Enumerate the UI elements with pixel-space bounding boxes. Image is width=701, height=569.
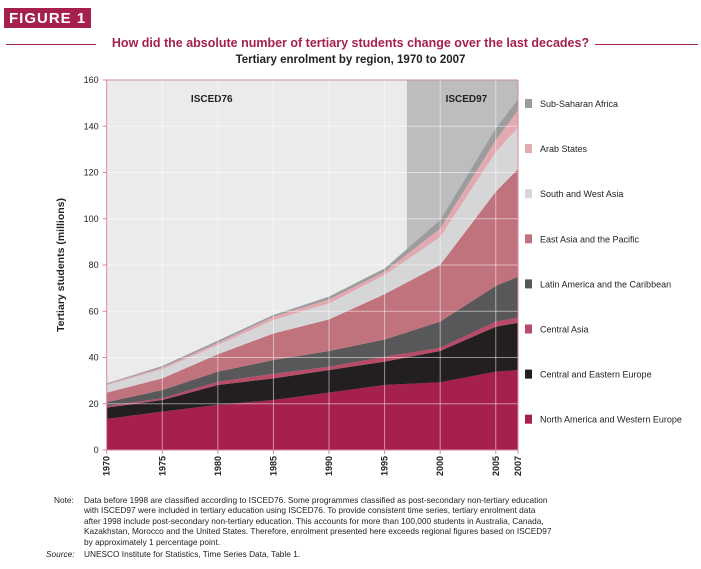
title-rule-left <box>6 44 96 45</box>
legend-label: Central Asia <box>540 325 589 335</box>
chart-title: Tertiary enrolment by region, 1970 to 20… <box>235 54 466 66</box>
y-tick-label: 100 <box>84 214 99 224</box>
y-tick-label: 40 <box>89 353 99 363</box>
legend-label: Latin America and the Caribbean <box>540 279 671 289</box>
legend-label: Central and Eastern Europe <box>540 370 652 380</box>
note-label: Note: <box>54 495 74 505</box>
question-title: How did the absolute number of tertiary … <box>0 36 701 50</box>
y-tick-label: 0 <box>94 445 99 455</box>
legend-label: North America and Western Europe <box>540 415 682 425</box>
legend-label: Arab States <box>540 144 588 154</box>
legend-label: Sub-Saharan Africa <box>540 99 618 109</box>
area-south-and-west-asia <box>106 127 518 393</box>
source: Source: UNESCO Institute for Statistics,… <box>46 549 301 559</box>
period-label: ISCED97 <box>446 94 488 105</box>
y-axis-label: Tertiary students (millions) <box>55 198 67 332</box>
legend-label: East Asia and the Pacific <box>540 234 640 244</box>
figure-label: FIGURE 1 <box>4 8 92 28</box>
legend-swatch <box>525 414 532 424</box>
x-tick-label: 1985 <box>268 456 278 476</box>
y-tick-label: 80 <box>89 260 99 270</box>
title-rule-right <box>546 44 698 45</box>
x-tick-label: 2000 <box>435 456 445 476</box>
legend-swatch <box>525 144 532 154</box>
y-tick-label: 60 <box>89 306 99 316</box>
x-tick-label: 1980 <box>213 456 223 476</box>
y-tick-label: 120 <box>84 168 99 178</box>
period-label: ISCED76 <box>191 94 233 105</box>
area-central-asia <box>106 317 518 408</box>
x-tick-label: 1995 <box>380 456 390 476</box>
source-text: UNESCO Institute for Statistics, Time Se… <box>84 549 301 559</box>
x-tick-label: 2007 <box>513 456 523 476</box>
legend-swatch <box>525 279 532 289</box>
legend-swatch <box>525 324 532 334</box>
note: Note: Data before 1998 are classified ac… <box>54 495 554 547</box>
legend-swatch <box>525 234 532 244</box>
area-north-america-and-western-europe <box>106 369 518 450</box>
source-label: Source: <box>46 549 75 559</box>
legend-swatch <box>525 189 532 199</box>
x-tick-label: 1970 <box>102 456 112 476</box>
y-tick-label: 20 <box>89 399 99 409</box>
x-tick-label: 1990 <box>324 456 334 476</box>
area-central-and-eastern-europe <box>106 322 518 420</box>
x-tick-label: 2005 <box>491 456 501 476</box>
area-east-asia-and-the-pacific <box>106 169 518 403</box>
y-tick-label: 160 <box>84 75 99 85</box>
x-tick-label: 1975 <box>157 456 167 476</box>
legend-label: South and West Asia <box>540 189 623 199</box>
area-latin-america-and-the-caribbean <box>106 276 518 407</box>
y-tick-label: 140 <box>84 121 99 131</box>
legend-swatch <box>525 369 532 379</box>
note-text: Data before 1998 are classified accordin… <box>84 495 552 547</box>
legend-swatch <box>525 99 532 108</box>
